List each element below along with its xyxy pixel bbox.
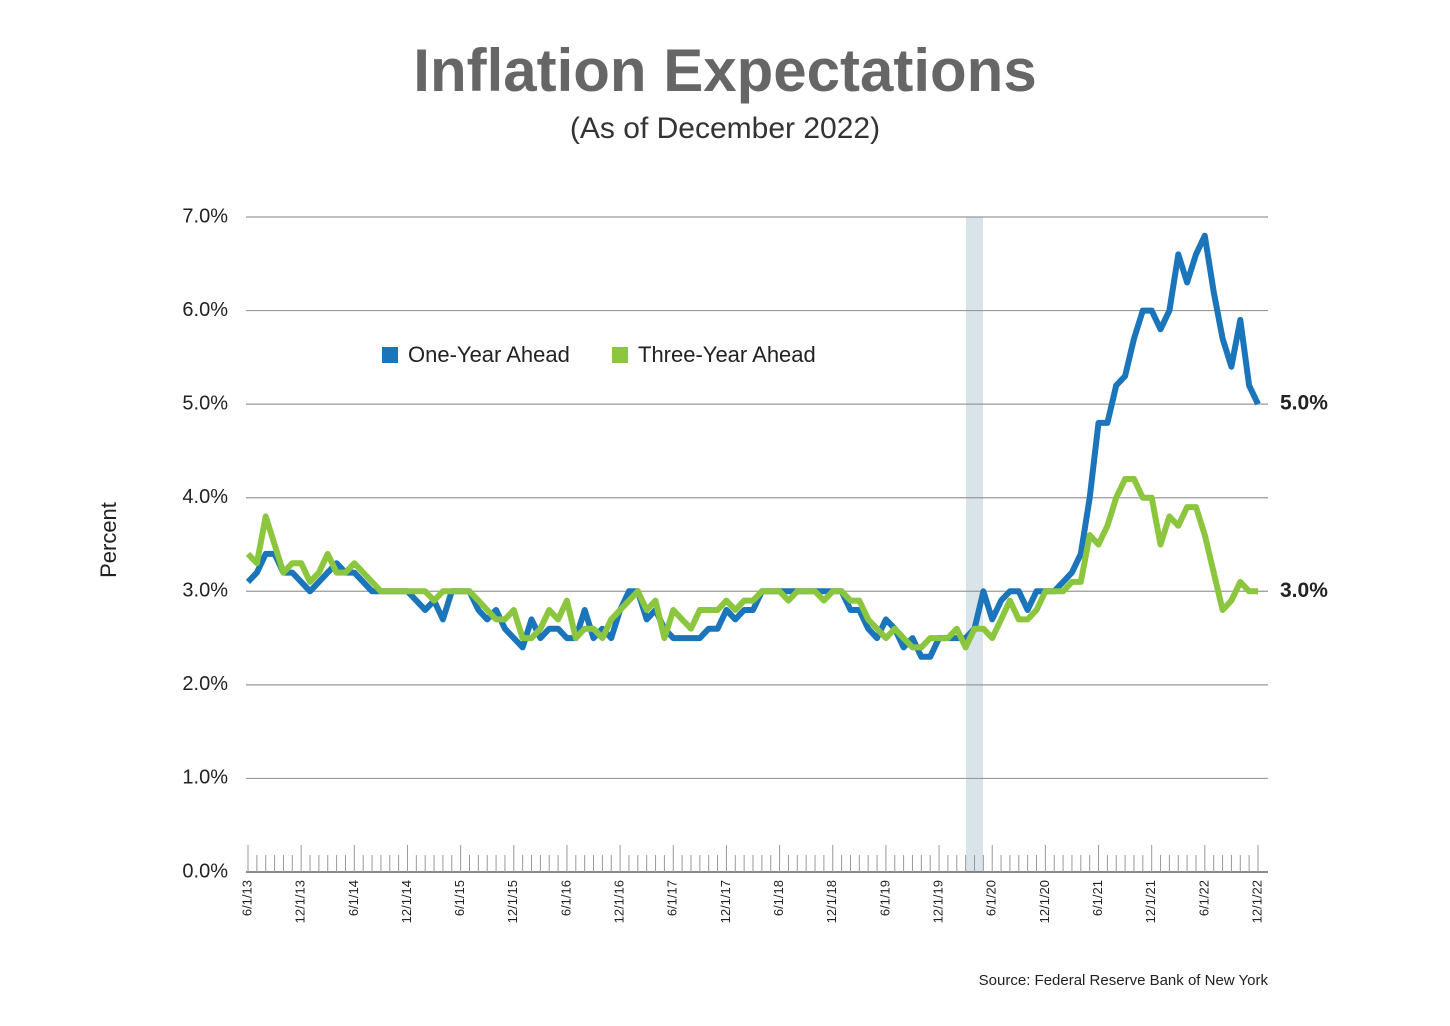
y-tick-label: 3.0% (182, 580, 228, 602)
x-tick-label: 12/1/18 (824, 880, 839, 923)
y-tick-label: 7.0% (182, 205, 228, 227)
y-tick-label: 5.0% (182, 392, 228, 414)
value-label: 5.0% (1280, 392, 1328, 415)
legend-label: One-Year Ahead (408, 342, 570, 367)
y-tick-label: 6.0% (182, 299, 228, 321)
x-tick-label: 12/1/22 (1249, 880, 1264, 923)
series-line (245, 232, 1261, 660)
x-tick-label: 6/1/22 (1196, 880, 1211, 916)
y-axis-title: Percent (96, 502, 121, 578)
y-tick-label: 0.0% (182, 860, 228, 882)
y-tick-label: 1.0% (182, 767, 228, 789)
legend-swatch (382, 347, 398, 363)
chart-subtitle: (As of December 2022) (570, 112, 880, 145)
x-tick-label: 6/1/17 (665, 880, 680, 916)
x-tick-label: 12/1/15 (505, 880, 520, 923)
legend-label: Three-Year Ahead (638, 342, 816, 367)
x-tick-label: 6/1/21 (1090, 880, 1105, 916)
source-note: Source: Federal Reserve Bank of New York (979, 972, 1269, 989)
x-tick-label: 12/1/21 (1143, 880, 1158, 923)
x-tick-label: 6/1/13 (239, 880, 254, 916)
recession-shade (966, 217, 983, 872)
x-tick-label: 12/1/14 (399, 880, 414, 923)
x-tick-label: 12/1/13 (293, 880, 308, 923)
x-tick-label: 12/1/20 (1037, 880, 1052, 923)
x-tick-label: 6/1/14 (346, 880, 361, 916)
series-line (245, 476, 1258, 651)
x-tick-label: 12/1/17 (718, 880, 733, 923)
x-tick-label: 6/1/19 (877, 880, 892, 916)
x-tick-label: 6/1/18 (771, 880, 786, 916)
x-tick-label: 6/1/15 (452, 880, 467, 916)
x-tick-label: 6/1/16 (558, 880, 573, 916)
x-tick-label: 6/1/20 (984, 880, 999, 916)
y-tick-label: 4.0% (182, 486, 228, 508)
value-label: 3.0% (1280, 579, 1328, 602)
x-tick-label: 12/1/16 (612, 880, 627, 923)
legend-swatch (612, 347, 628, 363)
x-tick-label: 12/1/19 (930, 880, 945, 923)
chart-title: Inflation Expectations (413, 37, 1036, 104)
y-tick-label: 2.0% (182, 673, 228, 695)
